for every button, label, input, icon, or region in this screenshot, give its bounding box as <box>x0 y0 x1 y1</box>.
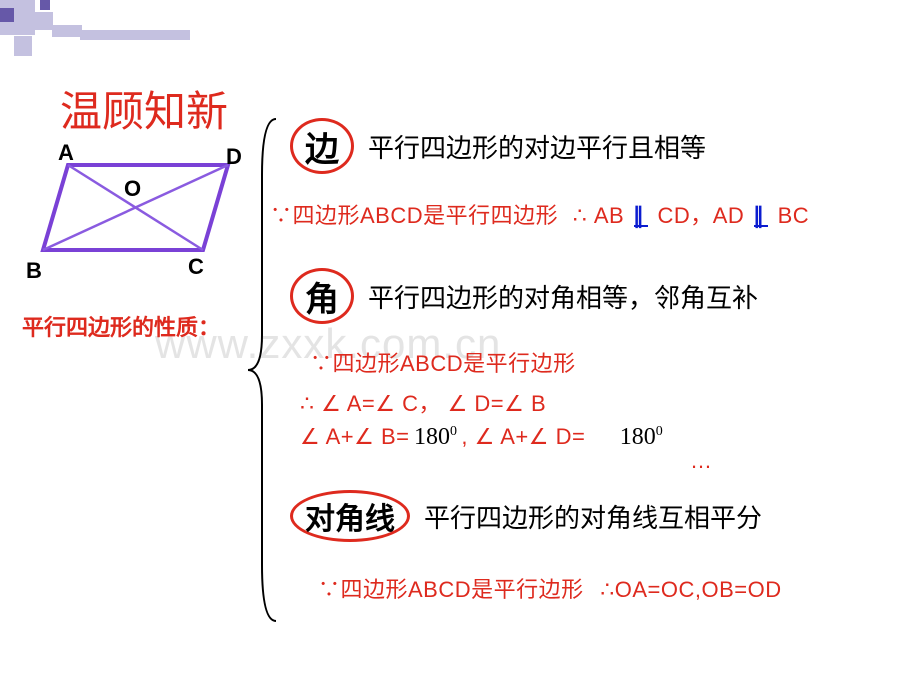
vertex-a: A <box>58 140 74 166</box>
angles-line3-b: , ∠ A+∠ D= <box>461 424 585 449</box>
ellipsis: … <box>690 448 712 474</box>
angles-desc: 平行四边形的对角相等，邻角互补 <box>368 278 758 315</box>
edges-desc: 平行四边形的对边平行且相等 <box>368 128 706 165</box>
page-title: 温顾知新 <box>60 78 228 139</box>
edges-heading: 边 <box>290 118 354 174</box>
angles-line1: ∵四边形ABCD是平行边形 <box>310 346 576 378</box>
deg180-1: 1800 <box>414 424 457 450</box>
diagonals-heading: 对角线 <box>290 490 410 542</box>
vertex-o: O <box>124 176 141 202</box>
angles-line3: ∠ A+∠ B= 1800 , ∠ A+∠ D= 1800 … <box>300 424 663 451</box>
curly-brace <box>244 115 284 625</box>
vertex-c: C <box>188 254 204 280</box>
diagonals-line2: ∴OA=OC,OB=OD <box>600 577 781 602</box>
vertex-b: B <box>26 258 42 284</box>
parallel-equal-icon <box>633 207 649 227</box>
section-edges: 边 平行四边形的对边平行且相等 <box>290 118 706 174</box>
top-corner-decoration <box>0 0 920 60</box>
diagonals-desc: 平行四边形的对角线互相平分 <box>424 498 762 535</box>
edges-proof-post1b: CD，AD <box>657 203 744 228</box>
edges-proof-post1: ∴ AB <box>573 203 624 228</box>
parallel-equal-icon <box>753 207 769 227</box>
angles-line2: ∴ ∠ A=∠ C， ∠ D=∠ B <box>300 386 546 418</box>
diagonals-line1: ∵四边形ABCD是平行边形 <box>318 577 584 602</box>
section-diagonals: 对角线 平行四边形的对角线互相平分 <box>290 490 762 542</box>
edges-proof-post1c: BC <box>778 203 810 228</box>
edges-proof: ∵四边形ABCD是平行四边形 ∴ AB CD，AD BC <box>270 198 910 230</box>
diagonals-proof: ∵四边形ABCD是平行边形 ∴OA=OC,OB=OD <box>318 572 782 604</box>
angles-line3-a: ∠ A+∠ B= <box>300 424 410 449</box>
properties-label: 平行四边形的性质： <box>22 310 220 342</box>
parallelogram-diagram: A D B C O <box>28 150 248 270</box>
vertex-d: D <box>226 144 242 170</box>
edges-proof-pre: ∵四边形ABCD是平行四边形 <box>270 203 558 228</box>
section-angles: 角 平行四边形的对角相等，邻角互补 <box>290 268 758 324</box>
angles-heading: 角 <box>290 268 354 324</box>
deg180-2: 1800 <box>620 424 663 450</box>
